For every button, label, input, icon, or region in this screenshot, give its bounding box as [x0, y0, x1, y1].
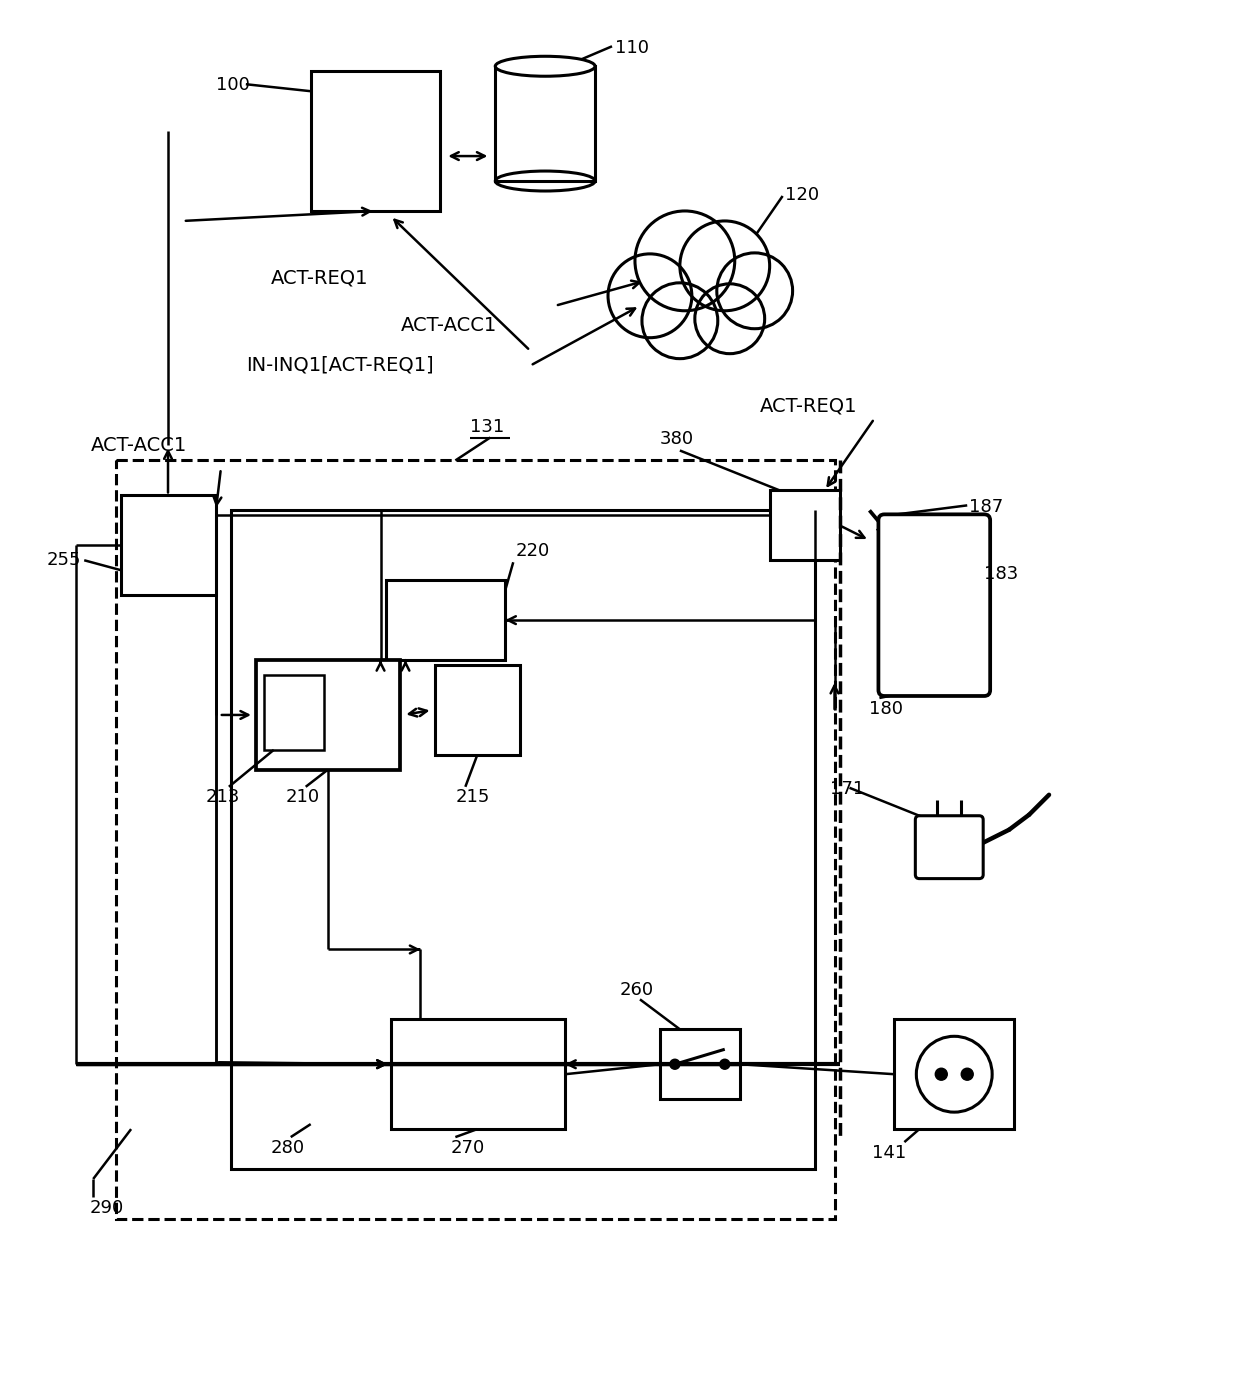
Text: 171: 171 — [830, 780, 864, 797]
Text: ACT-ACC1: ACT-ACC1 — [401, 316, 497, 334]
Text: 131: 131 — [470, 418, 505, 436]
Text: 120: 120 — [785, 186, 818, 203]
Bar — [897, 550, 972, 579]
Bar — [435, 666, 521, 755]
Text: ACT-REQ1: ACT-REQ1 — [760, 396, 857, 415]
Text: 141: 141 — [872, 1144, 906, 1162]
Bar — [122, 495, 216, 595]
Text: 280: 280 — [270, 1138, 305, 1158]
Text: 215: 215 — [455, 788, 490, 806]
Circle shape — [719, 1059, 730, 1070]
FancyBboxPatch shape — [915, 815, 983, 879]
Ellipse shape — [495, 56, 595, 76]
Circle shape — [642, 283, 718, 359]
Text: ACT-ACC1: ACT-ACC1 — [92, 436, 187, 455]
Text: 180: 180 — [869, 700, 904, 718]
Circle shape — [717, 253, 792, 329]
Text: 270: 270 — [450, 1138, 485, 1158]
Bar — [897, 593, 972, 620]
Bar — [897, 634, 972, 661]
Text: 110: 110 — [615, 40, 649, 58]
Circle shape — [935, 1068, 947, 1081]
Bar — [894, 1019, 1014, 1129]
Text: 213: 213 — [206, 788, 241, 806]
Bar — [117, 461, 835, 1218]
Circle shape — [680, 221, 770, 311]
Text: IN-INQ1[ACT-REQ1]: IN-INQ1[ACT-REQ1] — [246, 356, 434, 374]
Text: 260: 260 — [620, 982, 655, 1000]
Text: 380: 380 — [660, 430, 694, 448]
Text: 220: 220 — [516, 542, 549, 560]
Bar — [231, 510, 815, 1169]
Bar — [264, 675, 324, 749]
Bar — [495, 66, 595, 182]
Bar — [660, 1030, 740, 1099]
Bar — [255, 660, 401, 770]
Text: 290: 290 — [89, 1199, 124, 1217]
Circle shape — [694, 283, 765, 353]
Text: ACT-REQ1: ACT-REQ1 — [270, 270, 368, 287]
Bar — [770, 491, 839, 560]
Bar — [311, 72, 440, 210]
Text: 210: 210 — [285, 788, 320, 806]
Text: 187: 187 — [970, 498, 1003, 517]
Circle shape — [670, 1059, 680, 1070]
Bar — [391, 1019, 565, 1129]
Bar — [386, 580, 505, 660]
Text: 183: 183 — [985, 565, 1018, 583]
Text: 100: 100 — [216, 76, 249, 95]
Circle shape — [635, 210, 735, 311]
FancyBboxPatch shape — [878, 514, 991, 696]
Text: 255: 255 — [47, 551, 81, 569]
Circle shape — [961, 1068, 973, 1081]
Circle shape — [608, 254, 692, 338]
Circle shape — [916, 1037, 992, 1112]
